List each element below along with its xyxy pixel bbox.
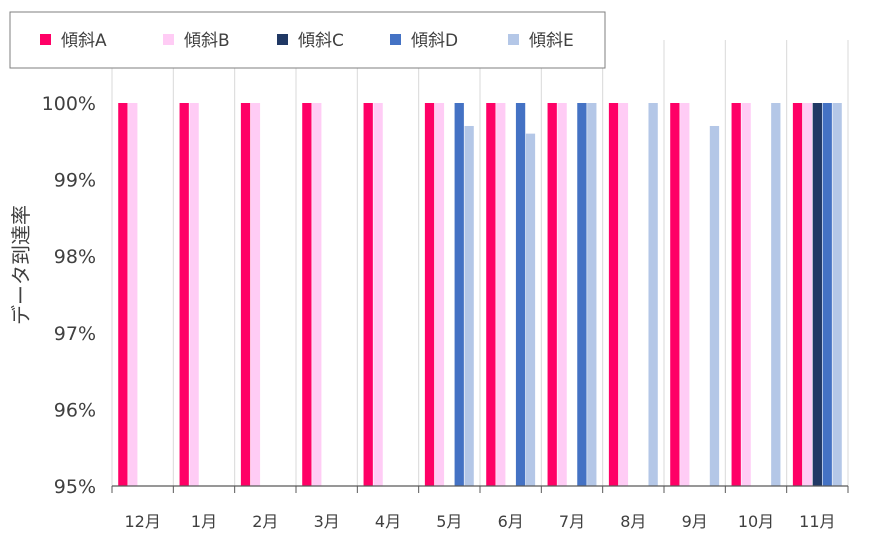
bar-傾斜E-7月 (587, 103, 597, 486)
bar-傾斜B-5月 (434, 103, 445, 486)
bar-傾斜B-9月 (680, 103, 690, 486)
bar-傾斜E-5月 (464, 125, 474, 486)
bar-傾斜B-7月 (557, 103, 567, 486)
bar-傾斜A-7月 (547, 103, 557, 486)
bar-傾斜A-9月 (670, 103, 680, 486)
y-tick-label: 98% (54, 246, 96, 268)
bar-傾斜B-2月 (250, 103, 261, 486)
legend-label: 傾斜E (529, 31, 574, 51)
bar-傾斜A-3月 (302, 103, 312, 486)
bars-area (118, 103, 842, 486)
bar-傾斜A-1月 (179, 103, 189, 486)
y-axis-title: データ到達率 (9, 205, 33, 325)
x-tick-label: 7月 (559, 512, 585, 531)
bar-傾斜B-10月 (741, 103, 751, 486)
y-tick-label: 97% (54, 323, 96, 345)
legend-swatch (277, 34, 288, 45)
bar-傾斜D-7月 (577, 103, 587, 486)
bar-傾斜A-5月 (424, 103, 435, 486)
x-tick-label: 9月 (682, 512, 708, 531)
legend-swatch (508, 34, 519, 45)
legend-label: 傾斜A (61, 31, 107, 51)
y-tick-label: 95% (54, 476, 96, 498)
x-tick-labels: 12月 1月 2月 3月 4月 5月 6月 7月 8月 9月 10月 11月 (124, 512, 835, 531)
bar-傾斜A-10月 (731, 103, 741, 486)
bar-傾斜B-1月 (189, 103, 199, 486)
bar-傾斜B-3月 (312, 103, 322, 486)
legend-label: 傾斜D (411, 31, 458, 51)
x-tick-label: 5月 (436, 512, 462, 531)
bar-傾斜A-12月 (118, 103, 128, 486)
bar-傾斜B-6月 (496, 103, 506, 486)
y-tick-label: 99% (54, 170, 96, 192)
x-tick-label: 6月 (498, 512, 524, 531)
axes (111, 485, 849, 493)
bar-傾斜B-12月 (128, 103, 138, 486)
x-tick-label: 1月 (191, 512, 217, 531)
legend-label: 傾斜B (184, 31, 230, 51)
bar-傾斜E-9月 (709, 125, 720, 486)
bar-傾斜E-10月 (771, 103, 781, 486)
y-tick-label: 96% (54, 399, 96, 421)
bar-傾斜A-11月 (792, 103, 803, 486)
legend: 傾斜A 傾斜B 傾斜C 傾斜D 傾斜E (9, 11, 606, 69)
bar-傾斜A-8月 (608, 103, 619, 486)
grid-lines (111, 40, 849, 486)
x-tick-label: 3月 (314, 512, 340, 531)
bar-傾斜B-8月 (618, 103, 629, 486)
x-tick-label: 2月 (252, 512, 278, 531)
bar-傾斜E-11月 (832, 103, 842, 486)
legend-box (9, 11, 606, 69)
x-tick-label: 8月 (620, 512, 646, 531)
bar-傾斜E-6月 (525, 133, 536, 486)
bar-傾斜A-4月 (363, 103, 373, 486)
x-tick-label: 4月 (375, 512, 401, 531)
x-tick-label: 10月 (738, 512, 774, 531)
y-tick-labels: 95% 96% 97% 98% 99% 100% (42, 93, 96, 498)
bar-傾斜A-6月 (486, 103, 496, 486)
legend-swatch (40, 34, 51, 45)
bar-傾斜A-2月 (240, 103, 251, 486)
legend-label: 傾斜C (298, 31, 344, 51)
x-tick-label: 11月 (799, 512, 835, 531)
bar-傾斜B-4月 (373, 103, 383, 486)
y-tick-label: 100% (42, 93, 96, 115)
bar-傾斜C-11月 (812, 103, 822, 486)
x-tick-label: 12月 (124, 512, 160, 531)
bar-傾斜E-8月 (648, 103, 658, 486)
bar-傾斜D-6月 (515, 103, 526, 486)
legend-swatch (390, 34, 401, 45)
bar-傾斜D-5月 (454, 103, 464, 486)
bar-傾斜D-11月 (822, 103, 832, 486)
bar-傾斜B-11月 (802, 103, 813, 486)
legend-swatch (163, 34, 174, 45)
